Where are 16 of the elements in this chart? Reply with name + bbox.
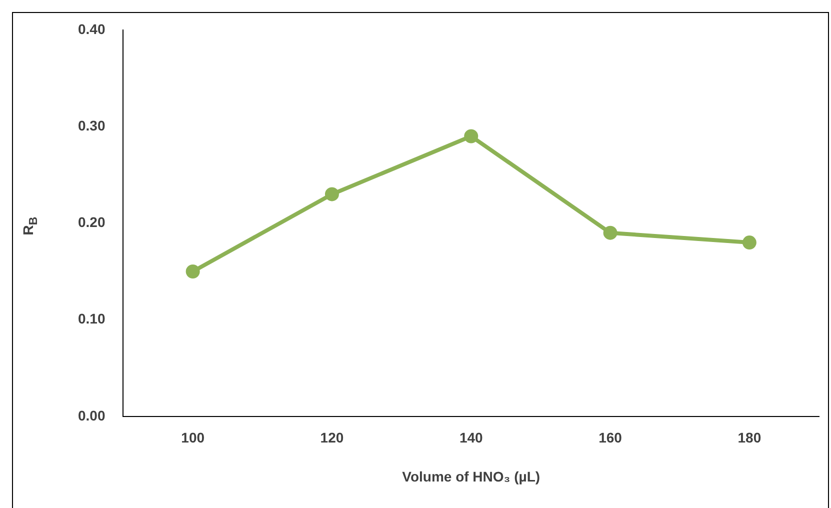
y-tick-label: 0.20 [78,214,106,230]
point [742,236,756,250]
x-axis-title: Volume of HNO₃ (µL) [402,468,540,484]
y-tick-label: 0.30 [78,117,106,134]
y-tick-label: 0.40 [78,20,106,37]
y-tick-label: 0.10 [78,310,106,327]
x-tick-label: 140 [459,430,484,446]
x-tick-label: 100 [181,430,205,446]
x-tick-label: 180 [738,430,762,446]
point [186,264,200,278]
y-tick-label: 0.00 [78,407,106,424]
x-tick-label: 120 [320,430,344,446]
point [603,226,618,240]
x-tick-label: 160 [598,430,622,446]
point [464,129,478,144]
point [324,187,339,202]
